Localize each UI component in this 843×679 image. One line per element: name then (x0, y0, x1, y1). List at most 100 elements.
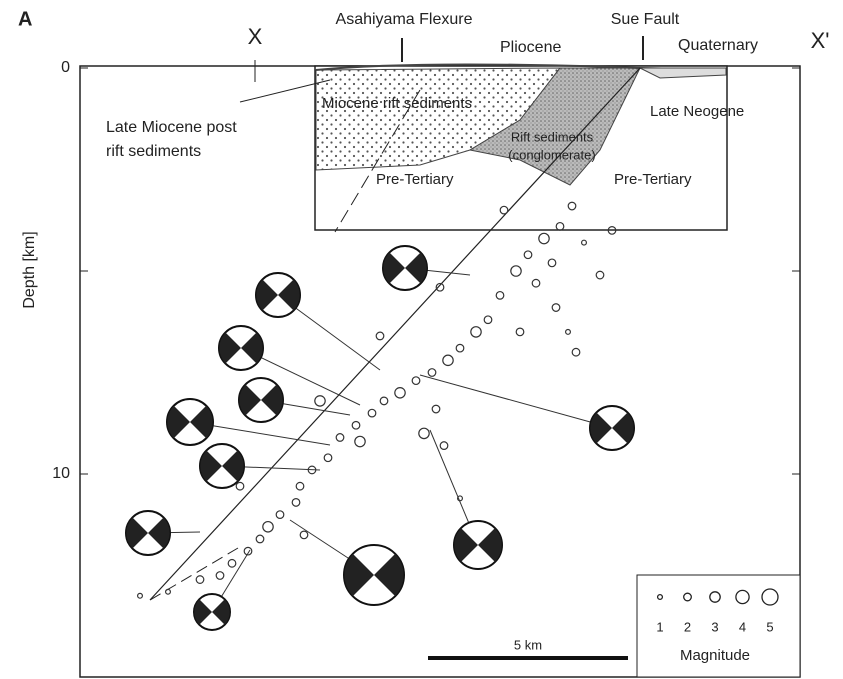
legend-size (656, 593, 664, 601)
hypocenter (580, 239, 587, 246)
legend-label: 1 (656, 619, 663, 634)
leader-late-miocene (239, 79, 331, 103)
y-tick-label: 10 (52, 465, 70, 482)
focal-quadrant (590, 412, 634, 444)
hypocenter (394, 386, 406, 399)
panel-label: A (18, 8, 32, 30)
legend-title: Magnitude (680, 647, 750, 664)
hypocenter (354, 435, 366, 448)
hypocenter (227, 558, 237, 568)
annotation: Pliocene (500, 39, 561, 56)
hypocenter (307, 465, 317, 475)
flexure-line (334, 89, 421, 233)
legend-size (709, 591, 721, 603)
hypocenter (595, 270, 605, 280)
leader-line (419, 374, 613, 429)
annotation: Quaternary (678, 37, 758, 54)
hypocenter (215, 571, 225, 580)
neogene-layer (639, 67, 727, 79)
hypocenter (411, 376, 421, 386)
hypocenter (564, 328, 571, 335)
annotation: (conglomerate) (508, 147, 595, 162)
focal-quadrant (344, 554, 404, 596)
pliocene-layer (315, 63, 727, 71)
hypocenter (295, 481, 305, 491)
hypocenter (165, 588, 172, 595)
hypocenter (538, 232, 550, 245)
hypocenter (567, 201, 577, 211)
data-layer (125, 201, 635, 631)
annotation: Late Neogene (650, 103, 744, 120)
hypocenter (335, 433, 345, 442)
hypocenter (137, 592, 144, 599)
section-start: X (248, 24, 263, 49)
legend-label: 3 (711, 619, 718, 634)
hypocenter (470, 326, 482, 338)
annotation: rift sediments (106, 143, 201, 160)
hypocenter (375, 331, 385, 341)
focal-quadrant (239, 384, 283, 416)
hypocenter (457, 495, 464, 502)
annotation: Pre-Tertiary (614, 171, 692, 188)
hypocenter (510, 265, 522, 277)
fault-line (149, 67, 641, 601)
hypocenter (323, 453, 333, 463)
hypocenter (195, 575, 205, 584)
focal-quadrant (194, 599, 230, 625)
legend-label: 5 (766, 619, 773, 634)
hypocenter (255, 534, 265, 544)
hypocenter (275, 510, 285, 519)
hypocenter (367, 408, 377, 418)
hypocenter (531, 278, 541, 288)
hypocenter (547, 258, 557, 268)
legend-box (636, 574, 801, 678)
focal-quadrant (219, 332, 263, 364)
hypocenter (442, 354, 454, 367)
focal-quadrant (454, 528, 502, 562)
annotation: Late Miocene post (106, 119, 237, 136)
hypocenter (291, 498, 301, 507)
focal-quadrant (167, 405, 213, 439)
hypocenter (515, 327, 525, 337)
hypocenter (455, 343, 465, 353)
annotation: Sue Fault (611, 11, 680, 28)
hypocenter (495, 290, 505, 300)
fault-extension (149, 547, 239, 601)
hypocenter (435, 282, 445, 292)
hypocenter (243, 546, 253, 556)
focal-quadrant (126, 517, 170, 549)
hypocenter (523, 250, 533, 260)
hypocenter (314, 395, 326, 407)
annotation: Rift sediments (511, 129, 594, 144)
hypocenter (351, 420, 361, 430)
section-end: X' (811, 28, 830, 53)
hypocenter (551, 303, 561, 312)
hypocenter (379, 396, 389, 406)
annotation: Pre-Tertiary (376, 171, 454, 188)
annotation: Asahiyama Flexure (336, 11, 473, 28)
hypocenter (499, 205, 509, 215)
hypocenter (427, 368, 437, 377)
hypocenter (431, 404, 441, 414)
legend-label: 2 (684, 619, 691, 634)
legend-size (683, 592, 692, 602)
legend-size (735, 589, 750, 605)
hypocenter (418, 427, 430, 440)
hypocenter (607, 225, 617, 235)
focal-quadrant (383, 252, 427, 284)
hypocenter (262, 520, 274, 533)
hypocenter (439, 441, 449, 450)
hypocenter (555, 221, 565, 231)
annotation: Miocene rift sediments (322, 95, 472, 112)
focal-quadrant (200, 450, 244, 482)
hypocenter (571, 347, 581, 357)
rift-unit (468, 67, 641, 186)
hypocenter (483, 315, 493, 325)
hypocenter (299, 530, 309, 540)
focal-quadrant (256, 279, 300, 311)
legend-label: 4 (739, 619, 746, 634)
hypocenter (235, 481, 245, 491)
y-tick-label: 0 (61, 59, 70, 76)
y-axis-label: Depth [km] (21, 231, 38, 308)
